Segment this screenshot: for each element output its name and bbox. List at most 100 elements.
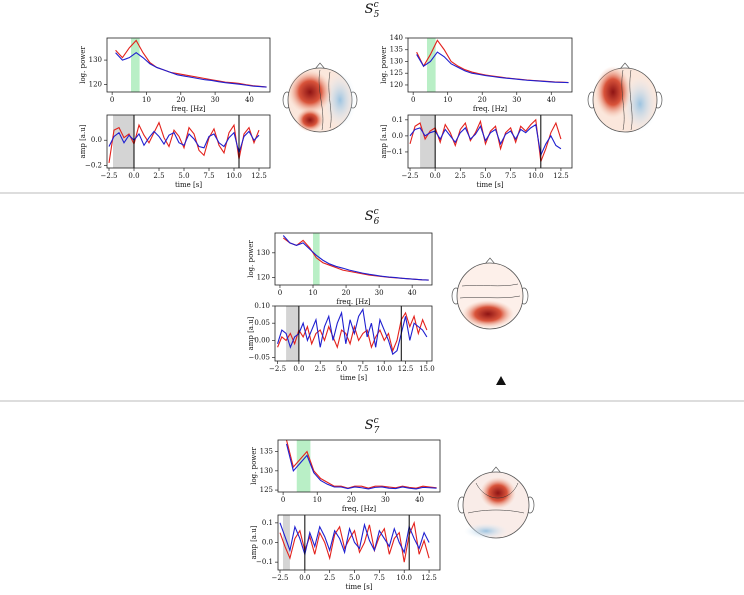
y-axis-label: log. power [79, 46, 87, 84]
x-axis-label: time [s] [340, 374, 367, 382]
heading-subscript: 7 [374, 426, 380, 436]
highlight-band [296, 440, 311, 492]
series-line [277, 311, 428, 353]
series-line [115, 52, 267, 88]
x-axis-label: time [s] [175, 181, 202, 189]
x-tick-label: 10.0 [396, 574, 412, 582]
y-tick-label: 125 [260, 486, 273, 494]
axes-frame [106, 37, 271, 93]
highlight-band [420, 115, 436, 168]
x-tick-label: 7.5 [505, 172, 516, 180]
x-tick-label: 10.0 [226, 172, 242, 180]
x-tick-label: 0 [110, 96, 114, 104]
x-tick-label: 5.0 [480, 172, 491, 180]
y-axis-label: amp [a.u] [247, 316, 255, 350]
heading-superscript: c [374, 207, 379, 217]
y-tick-label: 0.05 [254, 319, 270, 327]
y-tick-label: 0.1 [262, 519, 273, 527]
series-line [282, 235, 429, 281]
heading-subscript: 5 [374, 10, 380, 20]
x-tick-label: 7.5 [374, 574, 385, 582]
x-tick-label: 0.0 [128, 172, 139, 180]
x-tick-label: 0 [411, 96, 415, 104]
heading-text: S [365, 209, 374, 224]
x-tick-label: −2.5 [271, 574, 288, 582]
y-tick-label: 135 [390, 46, 403, 54]
x-tick-label: 0.0 [293, 365, 304, 373]
x-tick-label: 12.5 [553, 172, 569, 180]
y-axis-label: amp [a.u] [250, 525, 258, 559]
y-tick-label: 120 [257, 274, 270, 282]
x-tick-label: −2.5 [269, 365, 286, 373]
x-tick-label: 20 [342, 289, 351, 297]
x-tick-label: 0 [281, 496, 285, 504]
x-tick-label: 12.5 [421, 574, 437, 582]
x-tick-label: 10 [309, 289, 318, 297]
y-tick-label: 130 [390, 57, 403, 65]
marker-triangle [496, 376, 506, 385]
series-line [416, 51, 569, 84]
x-tick-label: 10 [443, 96, 452, 104]
y-axis-label: log. power [380, 46, 388, 84]
x-tick-label: 7.5 [357, 365, 368, 373]
y-tick-label: 0.0 [262, 539, 273, 547]
x-tick-label: 5.0 [336, 365, 347, 373]
topomap [587, 62, 663, 133]
x-tick-label: 10 [142, 96, 151, 104]
x-tick-label: 0.0 [299, 574, 310, 582]
y-tick-label: 0.10 [254, 302, 270, 310]
x-tick-label: 5.0 [178, 172, 189, 180]
x-axis-label: freq. [Hz] [171, 105, 206, 113]
x-tick-label: 20 [478, 96, 487, 104]
x-tick-label: 12.5 [398, 365, 414, 373]
x-axis-label: time [s] [476, 181, 503, 189]
series-line [277, 307, 428, 356]
topomap [451, 257, 529, 330]
heading-superscript: c [374, 416, 379, 426]
x-tick-label: −2.5 [101, 172, 118, 180]
y-tick-label: 130 [89, 56, 102, 64]
highlight-band [282, 515, 290, 570]
x-tick-label: 0.0 [430, 172, 441, 180]
x-axis-label: freq. [Hz] [342, 505, 377, 513]
y-axis-label: log. power [247, 240, 255, 278]
y-tick-label: 0.0 [91, 136, 102, 144]
x-axis-label: freq. [Hz] [473, 105, 508, 113]
panel-heading: Sc 5 [365, 0, 380, 20]
y-tick-label: −0.1 [256, 558, 273, 566]
heading-subscript: 6 [374, 217, 380, 227]
axes-frame [106, 114, 271, 169]
series-line [115, 39, 267, 88]
y-tick-label: −0.1 [386, 148, 403, 156]
y-tick-label: 0.00 [254, 336, 270, 344]
x-tick-label: 10.0 [376, 365, 392, 373]
y-axis-label: amp [a.u] [380, 124, 388, 158]
x-tick-label: 2.5 [315, 365, 326, 373]
heading-text: S [365, 418, 374, 433]
x-tick-label: −2.5 [402, 172, 419, 180]
y-tick-label: 140 [390, 34, 403, 42]
x-tick-label: 40 [415, 496, 424, 504]
highlight-band [313, 233, 320, 285]
y-tick-label: 125 [390, 69, 403, 77]
panel-heading: Sc 6 [365, 207, 380, 227]
highlight-band [286, 306, 299, 361]
x-tick-label: 12.5 [251, 172, 267, 180]
heading-text: S [365, 2, 374, 17]
x-tick-label: 2.5 [324, 574, 335, 582]
x-tick-label: 2.5 [455, 172, 466, 180]
x-tick-label: 0 [278, 289, 282, 297]
series-line [285, 440, 437, 489]
topomap [457, 466, 535, 539]
x-tick-label: 40 [547, 96, 556, 104]
heading-superscript: c [374, 0, 379, 10]
y-tick-label: 120 [390, 81, 403, 89]
axes-frame [407, 114, 573, 169]
y-tick-label: −0.05 [249, 354, 270, 362]
y-tick-label: 0.0 [392, 132, 403, 140]
highlight-band [426, 38, 436, 92]
y-tick-label: 130 [260, 467, 273, 475]
x-tick-label: 15.0 [419, 365, 435, 373]
